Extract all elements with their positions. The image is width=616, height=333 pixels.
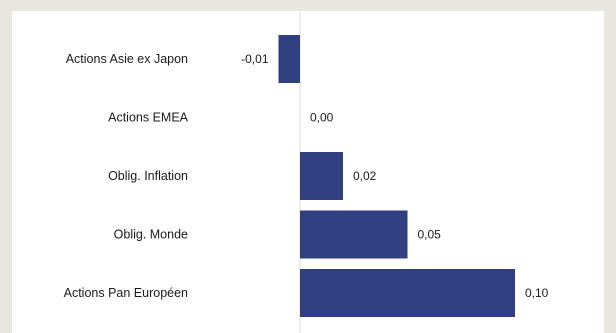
value-label: -0,01 [241,52,269,66]
bar [278,35,300,83]
category-label: Oblig. Monde [114,228,188,242]
chart-panel: Actions Asie ex Japon -0,01 Actions EMEA 0,… [12,11,604,333]
bar [300,152,343,200]
bar [300,269,515,317]
category-label: Actions Asie ex Japon [66,52,188,66]
category-label: Oblig. Inflation [108,169,188,183]
value-label: 0,10 [525,286,549,300]
value-label: 0,05 [418,228,442,242]
bar [300,210,408,259]
category-label: Actions EMEA [108,111,189,125]
bar-chart: Actions Asie ex Japon -0,01 Actions EMEA 0,… [64,11,549,333]
value-label: 0,00 [310,111,334,125]
category-label: Actions Pan Européen [64,286,188,300]
value-label: 0,02 [353,169,377,183]
